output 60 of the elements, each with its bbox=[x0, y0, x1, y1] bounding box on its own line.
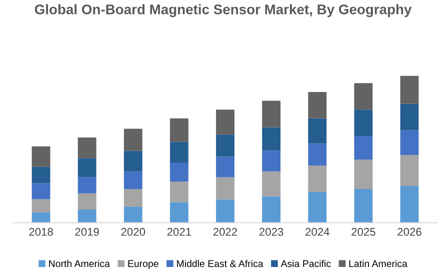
bar bbox=[216, 156, 234, 178]
bar bbox=[308, 92, 327, 118]
bar bbox=[354, 188, 373, 223]
bar bbox=[400, 76, 419, 104]
bar bbox=[78, 177, 96, 194]
bar bbox=[32, 183, 50, 200]
x-tick-label: 2022 bbox=[213, 228, 238, 236]
bar bbox=[32, 146, 50, 167]
bar bbox=[124, 206, 142, 223]
x-tick-label: 2024 bbox=[306, 228, 330, 236]
legend-label: Latin America bbox=[349, 260, 408, 268]
bar bbox=[262, 171, 280, 196]
bar bbox=[32, 166, 50, 184]
bar bbox=[32, 212, 50, 223]
bar bbox=[170, 142, 188, 163]
bar bbox=[216, 110, 234, 135]
legend-label: Europe bbox=[128, 260, 158, 269]
bar bbox=[400, 104, 419, 130]
chart-title: Global On-Board Magnetic Sensor Market, By Geography bbox=[34, 4, 412, 18]
x-tick-label: 2018 bbox=[29, 228, 53, 236]
bar bbox=[216, 177, 234, 200]
x-tick-label: 2026 bbox=[398, 228, 422, 236]
bar bbox=[308, 192, 327, 223]
bar bbox=[262, 127, 280, 151]
bar bbox=[308, 165, 327, 192]
legend-label: North America bbox=[49, 260, 110, 268]
bar bbox=[354, 110, 373, 136]
bar bbox=[262, 196, 280, 223]
bar bbox=[78, 158, 96, 178]
bar bbox=[354, 160, 373, 189]
bar bbox=[124, 171, 142, 189]
bar bbox=[354, 83, 373, 110]
bar bbox=[124, 128, 142, 151]
bar bbox=[400, 155, 419, 186]
bar bbox=[78, 138, 96, 158]
bar bbox=[32, 199, 50, 212]
bar bbox=[216, 134, 234, 157]
x-tick-label: 2020 bbox=[121, 228, 146, 236]
bar bbox=[400, 186, 419, 223]
bar bbox=[308, 143, 327, 166]
x-tick-label: 2025 bbox=[352, 228, 376, 236]
bar bbox=[124, 150, 142, 172]
bar bbox=[170, 118, 188, 142]
x-tick-label: 2023 bbox=[259, 228, 284, 236]
bar bbox=[354, 136, 373, 160]
bar bbox=[78, 193, 96, 210]
bar bbox=[170, 162, 188, 182]
bar bbox=[262, 150, 280, 172]
bar bbox=[78, 210, 96, 223]
bar bbox=[170, 182, 188, 202]
bar bbox=[262, 100, 280, 128]
bar bbox=[170, 202, 188, 223]
bar bbox=[216, 199, 234, 223]
bar bbox=[400, 130, 419, 156]
bar bbox=[124, 188, 142, 207]
legend-label: Middle East & Africa bbox=[177, 260, 264, 268]
x-tick-label: 2021 bbox=[167, 228, 191, 236]
x-tick-label: 2019 bbox=[75, 228, 99, 236]
bar bbox=[308, 118, 327, 144]
legend-label: Asia Pacific bbox=[280, 260, 331, 268]
